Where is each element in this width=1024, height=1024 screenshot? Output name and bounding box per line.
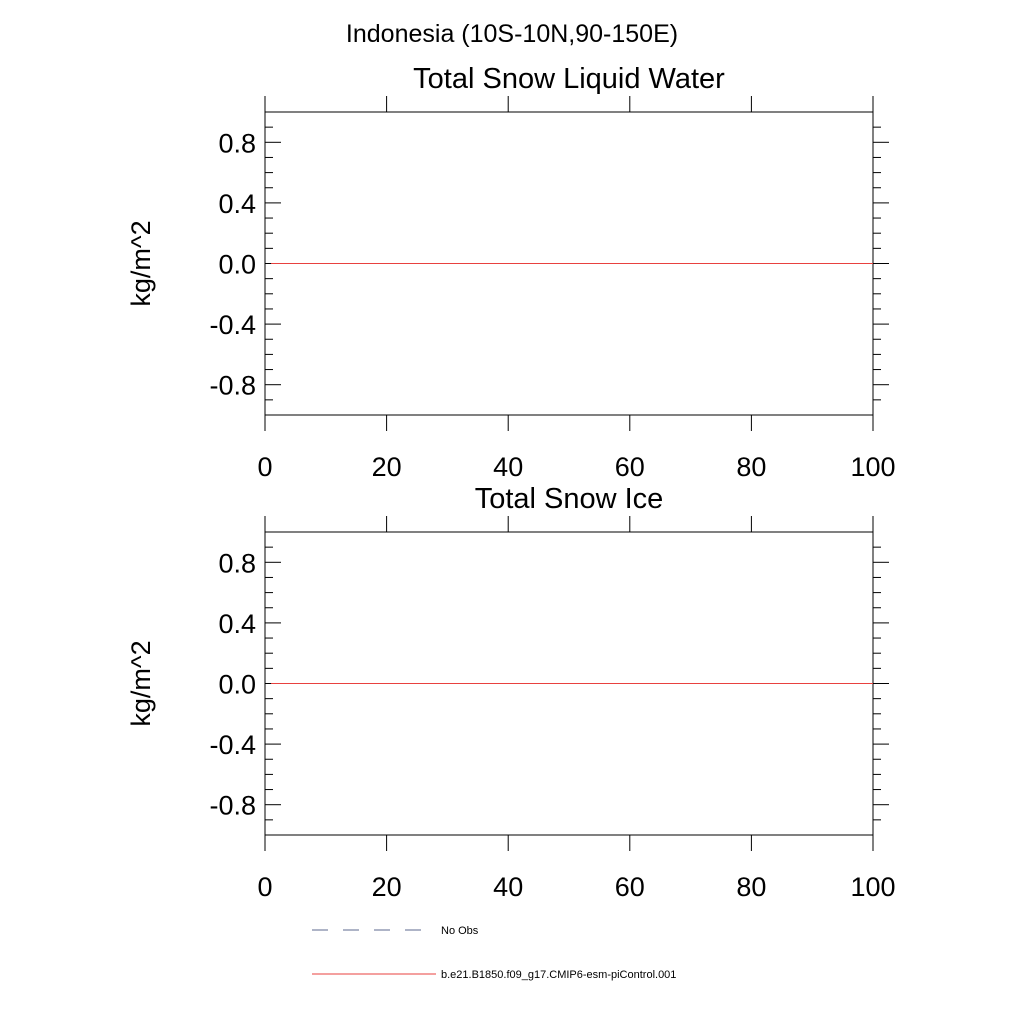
x-tick-label: 40 xyxy=(493,452,523,482)
legend: No Obs b.e21.B1850.f09_g17.CMIP6-esm-piCo… xyxy=(312,925,676,981)
x-tick-label: 40 xyxy=(493,872,523,902)
x-tick-label: 80 xyxy=(736,872,766,902)
figure-title: Indonesia (10S-10N,90-150E) xyxy=(346,20,678,48)
y-tick-label: -0.4 xyxy=(209,730,256,760)
y-tick-label: 0.0 xyxy=(218,670,256,700)
panel-title: Total Snow Liquid Water xyxy=(413,63,725,95)
x-tick-label: 0 xyxy=(257,872,272,902)
x-tick-label: 100 xyxy=(850,452,895,482)
legend-label-1: No Obs xyxy=(441,925,479,937)
panel-title: Total Snow Ice xyxy=(475,483,664,515)
chart-panel-2: Total Snow Ice kg/m^2 0 20 40 60 80 100 0.8 0.4 0.… xyxy=(126,483,896,902)
x-tick-label: 60 xyxy=(615,452,645,482)
chart-panels: Total Snow Liquid Water kg/m^2 0 20 40 60 80 10… xyxy=(126,63,896,902)
y-tick-label: -0.8 xyxy=(209,791,256,821)
y-tick-label: 0.0 xyxy=(218,250,256,280)
x-tick-label: 20 xyxy=(372,452,402,482)
y-tick-label: 0.8 xyxy=(218,128,256,158)
y-tick-label: -0.4 xyxy=(209,310,256,340)
legend-label-2: b.e21.B1850.f09_g17.CMIP6-esm-piControl.… xyxy=(441,969,676,981)
x-tick-label: 0 xyxy=(257,452,272,482)
y-tick-label: 0.4 xyxy=(218,609,256,639)
y-tick-label: 0.8 xyxy=(218,548,256,578)
chart-panel-1: Total Snow Liquid Water kg/m^2 0 20 40 60 80 10… xyxy=(126,63,896,482)
x-tick-label: 100 xyxy=(850,872,895,902)
y-axis-label: kg/m^2 xyxy=(126,640,156,726)
x-tick-label: 20 xyxy=(372,872,402,902)
y-tick-label: 0.4 xyxy=(218,189,256,219)
x-tick-label: 80 xyxy=(736,452,766,482)
x-tick-label: 60 xyxy=(615,872,645,902)
y-tick-label: -0.8 xyxy=(209,371,256,401)
y-axis-label: kg/m^2 xyxy=(126,220,156,306)
